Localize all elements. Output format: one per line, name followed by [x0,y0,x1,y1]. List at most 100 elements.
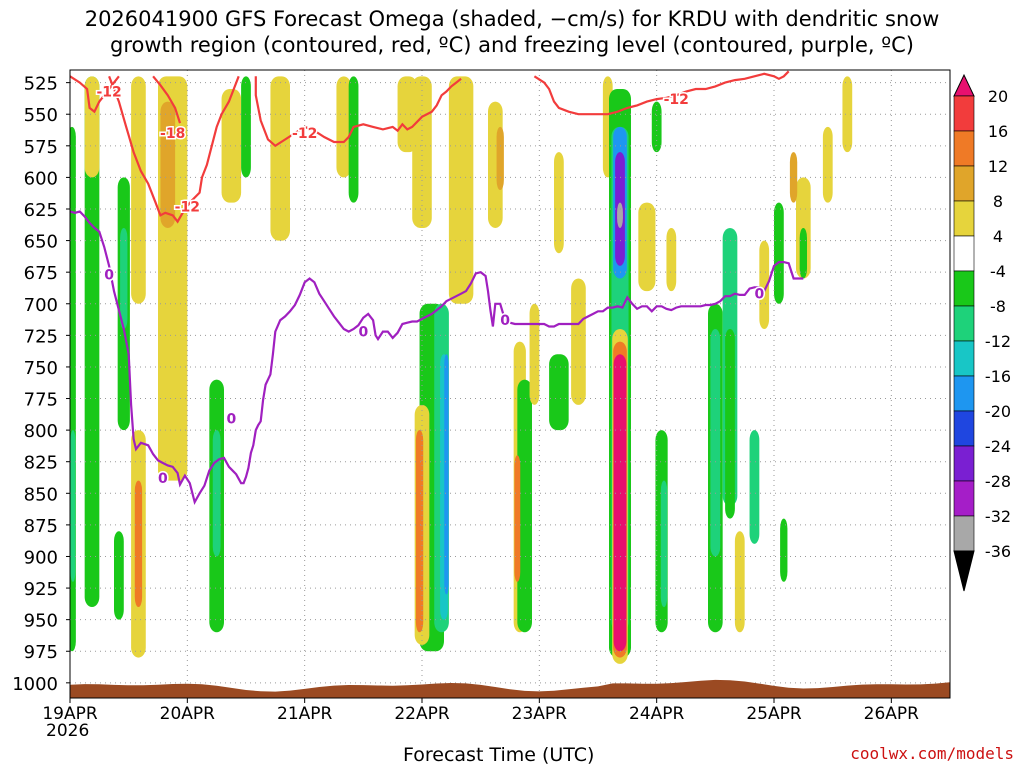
colorbar-segment [953,375,975,412]
y-tick-label: 700 [24,295,58,316]
omega-cell [822,126,833,203]
omega-cell [448,76,474,304]
omega-cell [131,76,146,304]
omega-cell [529,303,540,405]
omega-cell [613,354,627,652]
omega-cell [221,88,242,203]
omega-cell [725,329,735,519]
omega-cell [70,430,76,582]
contour-label: 0 [104,268,114,284]
colorbar-label: 8 [993,192,1003,211]
contour-label: 0 [500,313,510,329]
colorbar-label: -24 [985,437,1011,456]
colorbar-segment [953,445,975,482]
omega-cell [514,455,521,582]
plot-frame [69,69,951,699]
colorbar-label: -16 [985,367,1011,386]
omega-cell [774,202,784,304]
omega-cell [799,227,807,279]
colorbar-segment [953,305,975,342]
omega-cell [397,76,418,153]
dendritic-contour-minus12 [108,75,240,224]
omega-cell [114,531,124,620]
omega-cell [549,354,569,431]
credit-link[interactable]: coolwx.com/models [850,744,1014,763]
omega-cell [789,152,798,203]
y-tick-label: 975 [24,642,58,663]
y-tick-label: 550 [24,105,58,126]
omega-cell [134,480,143,608]
omega-cell [212,430,221,557]
omega-cell [666,227,677,292]
colorbar-segment [953,340,975,377]
colorbar-label: -20 [985,402,1011,421]
colorbar-segment [953,165,975,202]
dendritic-contour-minus12 [254,76,462,148]
x-tick-label: 19APR [42,704,98,724]
y-tick-label: 900 [24,547,58,568]
x-tick-label: 24APR [629,704,685,724]
colorbar-segment [953,480,975,517]
omega-cell [638,202,656,292]
x-axis: 19APR 20APR 21APR 22APR 23APR 24APR 25APR 26APR [42,698,919,724]
omega-cell [270,76,290,241]
colorbar-segment [953,270,975,307]
omega-cell [241,76,251,178]
colorbar-arrow-bottom [953,550,975,592]
y-tick-label: 725 [24,326,58,347]
colorbar-segment [953,130,975,167]
y-tick-label: 775 [24,390,58,411]
omega-cell [780,518,788,582]
contour-label: 0 [754,287,764,303]
colorbar-label: -4 [990,262,1006,281]
x-axis-title: Forecast Time (UTC) [403,744,595,766]
omega-cell [554,152,564,254]
y-tick-label: 575 [24,137,58,158]
omega-cell [651,101,662,153]
y-tick-label: 800 [24,421,58,442]
contour-label: -12 [292,126,317,142]
omega-cell [496,126,504,191]
omega-cell [734,531,745,633]
colorbar-segment [953,515,975,552]
colorbar-segment [953,410,975,447]
y-tick-label: 850 [24,484,58,505]
x-tick-label: 23APR [512,704,568,724]
colorbar-label: -28 [985,472,1011,491]
omega-cell [160,101,176,228]
x-tick-label: 25APR [746,704,802,724]
contour-label: -12 [664,92,689,108]
grid-lines [70,70,950,698]
omega-cell [759,240,770,330]
omega-cell [571,278,586,405]
omega-cell [336,76,352,178]
y-tick-label: 1000 [12,674,58,695]
omega-cell [710,329,721,557]
omega-cell [348,76,359,203]
colorbar-label: -12 [985,332,1011,351]
contour-label: -12 [96,84,121,100]
omega-cell [842,76,853,153]
x-tick-label: 22APR [394,704,450,724]
ground-layer [70,679,950,698]
contour-layer: -12 -18 -12 -12 -12 0 0 0 0 0 0 [70,70,804,506]
contour-label: -12 [175,199,200,215]
dendritic-contour-minus12 [533,70,790,116]
y-tick-label: 875 [24,516,58,537]
y-tick-label: 650 [24,232,58,253]
omega-cell [660,480,668,608]
dendritic-contour-minus18 [152,75,182,124]
y-tick-label: 950 [24,611,58,632]
y-tick-label: 925 [24,579,58,600]
y-tick-label: 750 [24,358,58,379]
colorbar-label: -8 [990,297,1006,316]
colorbar-label: 20 [988,87,1008,106]
omega-shading [70,76,853,664]
x-tick-label: 21APR [277,704,333,724]
x-tick-label: 20APR [160,704,216,724]
contour-label: 0 [158,471,168,487]
omega-cell [444,354,449,595]
colorbar-label: 4 [993,227,1003,246]
ground-surface [70,679,950,698]
x-tick-label: 26APR [864,704,920,724]
